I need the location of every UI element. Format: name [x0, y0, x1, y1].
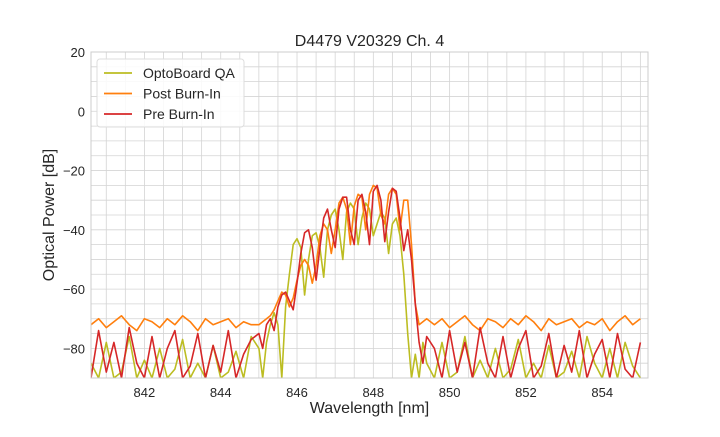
x-axis-label: Wavelength [nm] [310, 400, 429, 417]
legend: OptoBoard QA Post Burn-In Pre Burn-In [96, 58, 245, 128]
series-line-pre-burn-in [91, 184, 642, 378]
y-tick-label: −80 [63, 341, 85, 356]
x-tick-label: 842 [134, 385, 156, 400]
y-tick-label: −60 [63, 282, 85, 297]
x-tick-label: 848 [362, 385, 384, 400]
x-tick-label: 852 [515, 385, 537, 400]
series-line-post-burn-in [91, 184, 641, 332]
legend-frame [96, 58, 245, 128]
legend-label: Post Burn-In [143, 86, 221, 102]
chart-title: D4479 V20329 Ch. 4 [295, 33, 445, 50]
legend-label: OptoBoard QA [143, 65, 235, 81]
x-tick-label: 844 [210, 385, 232, 400]
x-tick-label: 854 [591, 385, 613, 400]
y-tick-label: −40 [63, 223, 85, 238]
x-tick-label: 846 [286, 385, 308, 400]
y-axis-label: Optical Power [dB] [41, 149, 58, 282]
tick-labels: 842 844 846 848 850 852 854 −80 −60 −40 −20 0 20 [63, 45, 613, 400]
x-tick-label: 850 [439, 385, 461, 400]
y-tick-label: 0 [78, 104, 85, 119]
legend-label: Pre Burn-In [143, 106, 215, 122]
plot-frame [90, 51, 649, 379]
y-tick-label: −20 [63, 164, 85, 179]
y-tick-label: 20 [71, 45, 85, 60]
series-lines [91, 184, 642, 378]
